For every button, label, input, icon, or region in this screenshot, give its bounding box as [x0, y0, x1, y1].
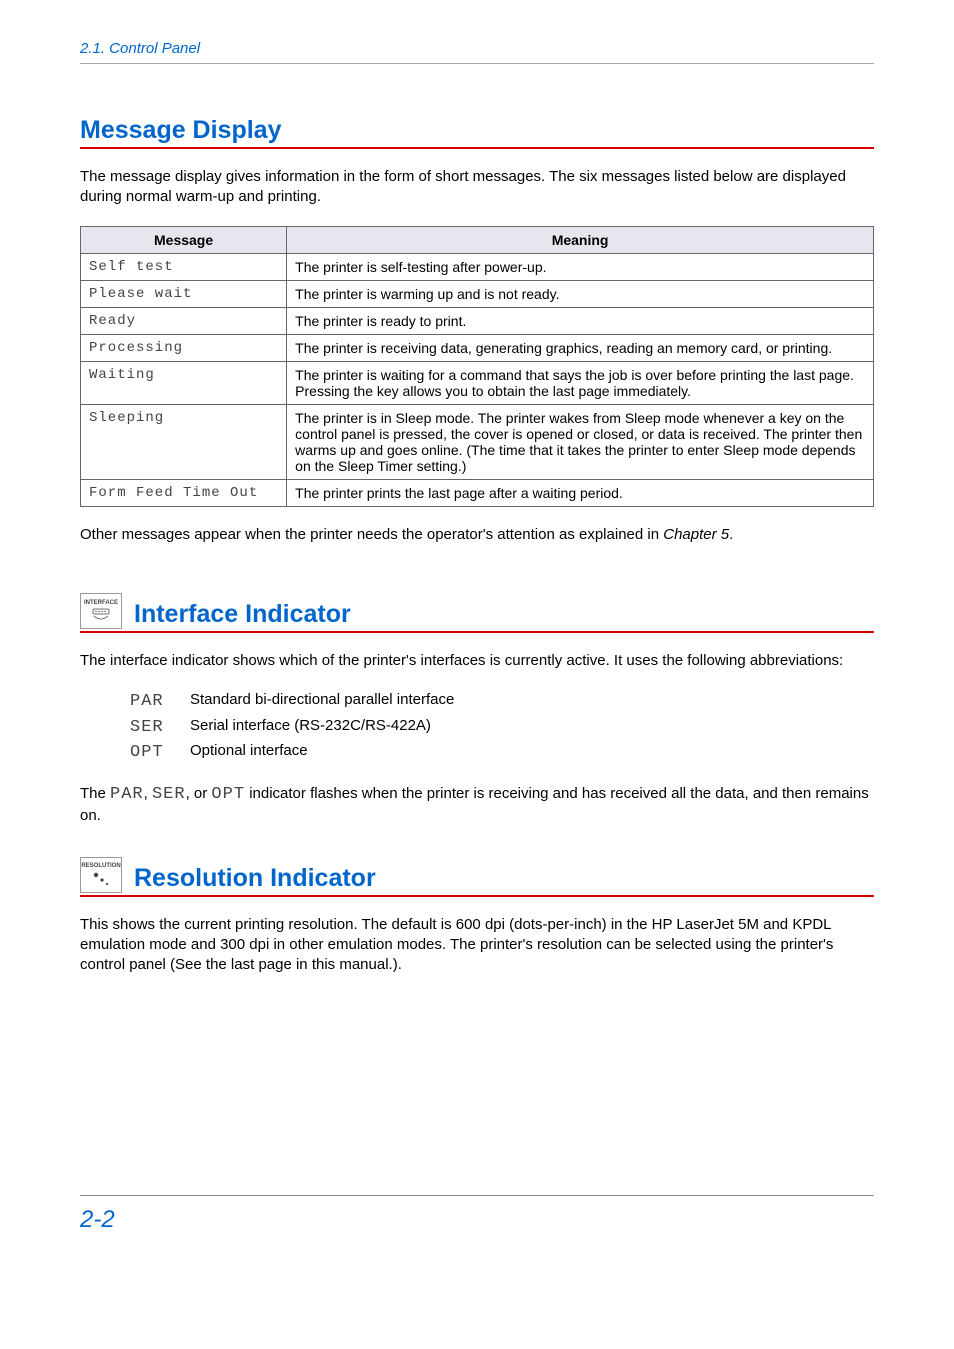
text: The [80, 785, 110, 802]
meaning-cell: The printer is waiting for a command tha… [287, 361, 874, 404]
code-par: PAR [110, 785, 144, 804]
chapter-ref: Chapter 5 [663, 526, 729, 543]
icon-label: INTERFACE [84, 600, 118, 606]
abbrev-code: OPT [130, 740, 190, 766]
table-row: Form Feed Time Out The printer prints th… [81, 479, 874, 506]
meaning-cell: The printer is receiving data, generatin… [287, 334, 874, 361]
msg-cell: Self test [81, 253, 287, 280]
table-row: Please wait The printer is warming up an… [81, 280, 874, 307]
resolution-icon: RESOLUTION [80, 857, 122, 893]
col-header-message: Message [81, 226, 287, 253]
table-row: Processing The printer is receiving data… [81, 334, 874, 361]
outro-text: Other messages appear when the printer n… [80, 526, 663, 543]
table-row: Waiting The printer is waiting for a com… [81, 361, 874, 404]
interface-abbrev-list: PAR Standard bi-directional parallel int… [130, 689, 874, 766]
heading-text: Resolution Indicator [134, 864, 376, 893]
table-row: Self test The printer is self-testing af… [81, 253, 874, 280]
msg-cell: Please wait [81, 280, 287, 307]
body-para-3: This shows the current printing resoluti… [80, 915, 874, 976]
interface-icon: INTERFACE [80, 593, 122, 629]
code-opt: OPT [211, 785, 245, 804]
msg-cell: Form Feed Time Out [81, 479, 287, 506]
interface-connector-icon [90, 608, 112, 622]
page-number: 2-2 [80, 1195, 874, 1234]
code-ser: SER [152, 785, 186, 804]
meaning-cell: The printer prints the last page after a… [287, 479, 874, 506]
resolution-dots-icon [90, 871, 112, 887]
abbrev-code: PAR [130, 689, 190, 715]
meaning-cell: The printer is ready to print. [287, 307, 874, 334]
outro-para-1: Other messages appear when the printer n… [80, 525, 874, 545]
section-title-interface-indicator: INTERFACE Interface Indicator [80, 593, 874, 633]
msg-cell: Waiting [81, 361, 287, 404]
outro-after: . [729, 526, 733, 543]
abbrev-desc: Serial interface (RS-232C/RS-422A) [190, 715, 431, 741]
heading-text: Message Display [80, 116, 282, 145]
col-header-meaning: Meaning [287, 226, 874, 253]
sep: , [144, 785, 152, 802]
list-item: PAR Standard bi-directional parallel int… [130, 689, 874, 715]
sep: , or [186, 785, 212, 802]
abbrev-desc: Standard bi-directional parallel interfa… [190, 689, 454, 715]
msg-cell: Ready [81, 307, 287, 334]
list-item: SER Serial interface (RS-232C/RS-422A) [130, 715, 874, 741]
msg-cell: Processing [81, 334, 287, 361]
meaning-cell: The printer is self-testing after power-… [287, 253, 874, 280]
section-title-resolution-indicator: RESOLUTION Resolution Indicator [80, 857, 874, 897]
heading-text: Interface Indicator [134, 600, 351, 629]
icon-label: RESOLUTION [81, 863, 120, 869]
abbrev-code: SER [130, 715, 190, 741]
intro-para-1: The message display gives information in… [80, 167, 874, 208]
meaning-cell: The printer is in Sleep mode. The printe… [287, 404, 874, 479]
msg-cell: Sleeping [81, 404, 287, 479]
messages-table: Message Meaning Self test The printer is… [80, 226, 874, 507]
outro-para-2: The PAR, SER, or OPT indicator flashes w… [80, 784, 874, 827]
section-title-message-display: Message Display [80, 116, 874, 149]
meaning-cell: The printer is warming up and is not rea… [287, 280, 874, 307]
intro-para-2: The interface indicator shows which of t… [80, 651, 874, 671]
table-row: Ready The printer is ready to print. [81, 307, 874, 334]
table-row: Sleeping The printer is in Sleep mode. T… [81, 404, 874, 479]
list-item: OPT Optional interface [130, 740, 874, 766]
breadcrumb: 2.1. Control Panel [80, 40, 874, 64]
abbrev-desc: Optional interface [190, 740, 308, 766]
